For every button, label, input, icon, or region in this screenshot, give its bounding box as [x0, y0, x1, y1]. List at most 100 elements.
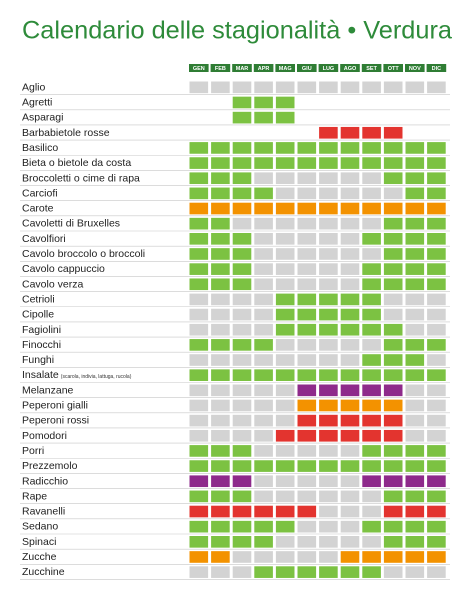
season-cell: [427, 217, 446, 230]
season-cell: [211, 187, 230, 200]
season-cell: [232, 536, 252, 548]
season-cell: [254, 475, 273, 488]
season-cell: [297, 566, 317, 578]
season-cell: [275, 111, 295, 124]
season-cell: [232, 505, 252, 518]
season-cell: [405, 369, 425, 381]
season-cell: [275, 460, 295, 472]
season-cell: [297, 520, 317, 533]
season-cell: [362, 81, 381, 94]
season-cell: [254, 263, 273, 275]
season-cell: [297, 445, 317, 457]
season-cell: [211, 445, 230, 457]
month-label: GIU: [302, 66, 312, 72]
season-cell: [211, 278, 230, 291]
vegetable-name: Funghi: [22, 354, 54, 366]
season-cell: [340, 505, 360, 518]
season-cell: [232, 157, 252, 169]
season-cell: [383, 399, 403, 412]
season-cell: [232, 308, 252, 321]
vegetable-name: Rape: [22, 490, 47, 502]
season-cell: [232, 142, 252, 154]
season-cell: [405, 278, 425, 291]
season-cell: [405, 248, 425, 260]
season-cell: [275, 429, 295, 442]
season-cell: [383, 369, 403, 381]
season-cell: [340, 551, 360, 563]
season-cell: [340, 142, 360, 154]
season-cell: [427, 399, 446, 412]
season-cell: [275, 142, 295, 154]
season-cell: [362, 551, 381, 563]
season-cell: [340, 566, 360, 578]
season-cell: [232, 278, 252, 291]
season-cell: [211, 399, 230, 412]
season-cell: [232, 81, 252, 94]
season-cell: [427, 248, 446, 260]
season-cell: [383, 172, 403, 185]
season-cell: [254, 339, 273, 351]
season-cell: [405, 81, 425, 94]
vegetable-name: Cavolo broccolo o broccoli: [22, 248, 145, 260]
season-cell: [189, 551, 209, 563]
season-cell: [362, 172, 381, 185]
season-cell: [275, 81, 295, 94]
season-cell: [189, 475, 209, 488]
season-cell: [232, 445, 252, 457]
season-cell: [383, 429, 403, 442]
season-cell: [319, 475, 338, 488]
season-cell: [275, 505, 295, 518]
season-cell: [297, 157, 317, 169]
season-cell: [319, 308, 338, 321]
season-cell: [427, 172, 446, 185]
month-header: [297, 64, 317, 72]
season-cell: [297, 460, 317, 472]
season-cell: [254, 308, 273, 321]
season-cell: [232, 248, 252, 260]
season-cell: [427, 505, 446, 518]
season-cell: [254, 142, 273, 154]
season-cell: [254, 384, 273, 397]
season-cell: [319, 384, 338, 397]
season-cell: [427, 566, 446, 578]
title: Calendario delle stagionalità • Verdura: [22, 17, 452, 45]
season-cell: [362, 339, 381, 351]
season-cell: [405, 172, 425, 185]
season-cell: [362, 354, 381, 366]
month-header: [189, 64, 209, 72]
season-cell: [319, 142, 338, 154]
season-cell: [405, 293, 425, 306]
season-cell: [319, 248, 338, 260]
season-cell: [319, 202, 338, 215]
season-cell: [211, 308, 230, 321]
season-cell: [427, 475, 446, 488]
season-cell: [232, 202, 252, 215]
month-header: [405, 64, 425, 72]
season-cell: [189, 339, 209, 351]
season-cell: [275, 187, 295, 200]
season-cell: [254, 81, 273, 94]
vegetable-name: Asparagi: [22, 112, 63, 124]
season-cell: [297, 369, 317, 381]
season-cell: [275, 157, 295, 169]
season-cell: [405, 233, 425, 245]
season-cell: [340, 233, 360, 245]
season-cell: [340, 460, 360, 472]
season-cell: [362, 429, 381, 442]
season-cell: [427, 384, 446, 397]
season-cell: [254, 536, 273, 548]
season-cell: [362, 308, 381, 321]
season-cell: [405, 187, 425, 200]
vegetable-name: Cipolle: [22, 309, 54, 321]
vegetable-name: Sedano: [22, 521, 58, 533]
season-cell: [275, 278, 295, 291]
season-cell: [211, 263, 230, 275]
season-cell: [232, 217, 252, 230]
season-cell: [297, 248, 317, 260]
season-cell: [340, 308, 360, 321]
season-cell: [211, 202, 230, 215]
season-cell: [232, 384, 252, 397]
season-cell: [254, 96, 273, 109]
season-cell: [405, 551, 425, 563]
season-cell: [405, 202, 425, 215]
